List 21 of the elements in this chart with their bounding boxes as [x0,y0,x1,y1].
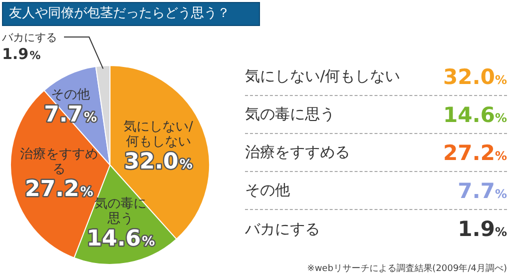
text: ※webリサーチによる調査結果(2009年/4月調べ) [307,262,507,275]
category-label: その他 [245,181,290,199]
slice-label: 治療をすすめる [20,147,98,178]
data-label: 32.0% [124,150,192,175]
category-label: バカにする [245,220,320,238]
slice-label: バカにする [1,31,57,44]
slice-label: 気の毒に思う [94,196,147,227]
chart-title: 友人や同僚が包茎だったらどう思う？ [2,2,260,26]
text: 7.7% [458,178,507,202]
slice-label: その他 [50,88,90,103]
slice-label: 気にしない/何もしない [124,120,194,150]
text: 1.9% [458,217,507,241]
text: 27.2% [443,140,507,164]
data-label: 14.6% [86,226,155,252]
data-label: 1.9% [2,45,41,63]
data-label: 27.2% [24,177,94,202]
category-label: 治療をすすめる [245,143,350,161]
slice-label: 気にしない/何もしない [245,67,400,86]
text: 32.0% [443,64,507,88]
text: 14.6% [443,102,507,126]
category-label: 気の毒に思う [245,105,335,123]
